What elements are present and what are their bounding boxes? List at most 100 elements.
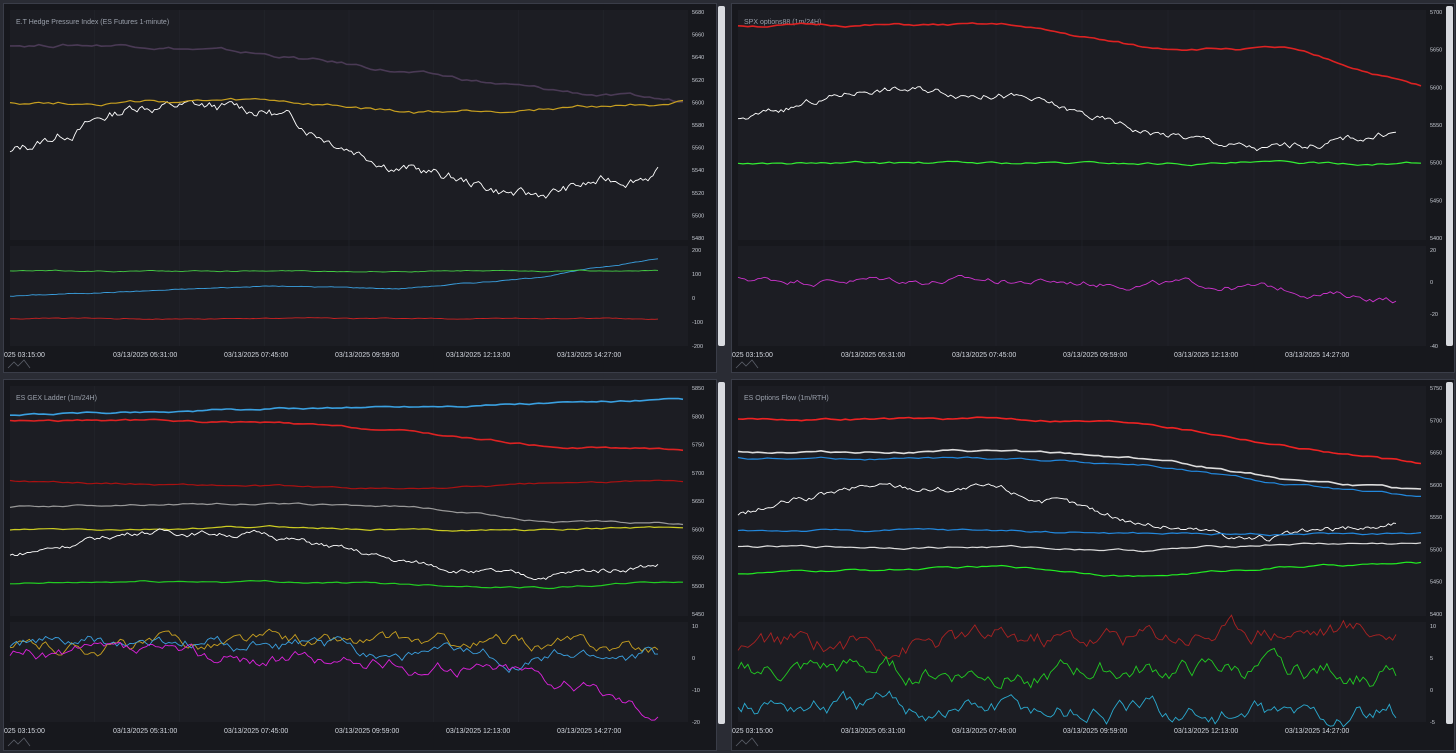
sub-y-tick-label: -10 — [692, 688, 700, 694]
sub-y-tick-label: -20 — [692, 720, 700, 726]
x-tick-label: 03/13/2025 07:45:00 — [952, 728, 1016, 735]
x-tick-label: 025 03:15:00 — [732, 352, 773, 359]
scrollbar-left-top[interactable] — [718, 6, 725, 346]
price-line — [9, 99, 659, 199]
x-tick-label: 03/13/2025 07:45:00 — [224, 728, 288, 735]
sub-series-line — [9, 628, 659, 657]
panel-spx-options88: SPX options88 (1m/24H) 5700 5650 5600 5550 55… — [731, 3, 1455, 373]
y-tick-label: 5500 — [1430, 161, 1442, 167]
x-tick-label: 03/13/2025 14:27:00 — [557, 728, 621, 735]
x-tick-label: 03/13/2025 12:13:00 — [1174, 728, 1238, 735]
y-tick-label: 5680 — [692, 10, 704, 16]
y-tick-label: 5580 — [692, 123, 704, 129]
y-tick-label: 5640 — [692, 55, 704, 61]
series-line — [10, 579, 684, 590]
x-tick-label: 025 03:15:00 — [732, 728, 773, 735]
x-tick-label: 03/13/2025 12:13:00 — [1174, 352, 1238, 359]
panel-title: ES GEX Ladder (1m/24H) — [16, 395, 97, 402]
y-tick-label: 5520 — [692, 191, 704, 197]
scrollbar-left-bottom[interactable] — [718, 382, 725, 724]
sub-series-line — [737, 690, 1397, 728]
sub-y-tick-label: -5 — [1430, 720, 1435, 726]
series-line — [737, 448, 1422, 490]
y-tick-label: 5620 — [692, 78, 704, 84]
sub-series-line — [9, 635, 659, 674]
series-line — [737, 416, 1422, 465]
x-tick-label: 03/13/2025 09:59:00 — [1063, 352, 1127, 359]
series-line — [10, 43, 684, 103]
logo-icon — [7, 359, 31, 369]
x-tick-label: 03/13/2025 14:27:00 — [1285, 352, 1349, 359]
y-tick-label: 5400 — [1430, 612, 1442, 618]
x-tick-label: 03/13/2025 09:59:00 — [1063, 728, 1127, 735]
sub-y-tick-label: 10 — [1430, 624, 1436, 630]
chart-svg: ES GEX Ladder (1m/24H) 5850 5800 5750 5700 56… — [4, 386, 704, 747]
sub-y-tick-label: -40 — [1430, 344, 1438, 350]
y-tick-label: 5800 — [692, 414, 704, 420]
sub-series-line — [737, 647, 1397, 689]
series-line — [737, 160, 1422, 167]
scrollbar-right-top[interactable] — [1446, 6, 1453, 346]
series-line — [737, 561, 1422, 577]
y-tick-label: 5600 — [1430, 483, 1442, 489]
panel-title: SPX options88 (1m/24H) — [744, 19, 821, 26]
panel-es-options-flow: ES Options Flow (1m/RTH) 5750 5700 5650 5600… — [731, 379, 1455, 751]
sub-series-line — [737, 614, 1397, 660]
series-line — [737, 456, 1421, 497]
chart-svg: ES Options Flow (1m/RTH) 5750 5700 5650 5600… — [732, 386, 1442, 747]
x-tick-label: 03/13/2025 14:27:00 — [557, 352, 621, 359]
x-tick-label: 03/13/2025 14:27:00 — [1285, 728, 1349, 735]
y-tick-label: 5560 — [692, 146, 704, 152]
x-tick-label: 025 03:15:00 — [4, 728, 45, 735]
logo-icon — [735, 359, 759, 369]
y-tick-label: 5650 — [1430, 48, 1442, 54]
x-tick-label: 03/13/2025 05:31:00 — [841, 352, 905, 359]
sub-y-tick-label: 5 — [1430, 656, 1433, 662]
panel-title: ES Options Flow (1m/RTH) — [744, 395, 829, 402]
x-tick-label: 03/13/2025 09:59:00 — [335, 728, 399, 735]
y-tick-label: 5750 — [1430, 386, 1442, 392]
y-tick-label: 5500 — [692, 213, 704, 219]
logo-icon — [735, 737, 759, 747]
series-line — [9, 418, 684, 452]
x-tick-label: 03/13/2025 07:45:00 — [952, 352, 1016, 359]
sub-y-tick-label: 100 — [692, 272, 701, 278]
y-tick-label: 5500 — [1430, 547, 1442, 553]
y-tick-label: 5550 — [692, 556, 704, 562]
panel-title: E.T Hedge Pressure Index (ES Futures 1-m… — [16, 19, 169, 26]
y-tick-label: 5750 — [692, 443, 704, 449]
x-tick-label: 03/13/2025 12:13:00 — [446, 728, 510, 735]
y-tick-label: 5450 — [692, 612, 704, 618]
y-tick-label: 5550 — [1430, 123, 1442, 129]
chart-svg: SPX options88 (1m/24H) 5700 5650 5600 5550 55… — [732, 10, 1442, 369]
y-tick-label: 5450 — [1430, 580, 1442, 586]
series-line — [9, 97, 684, 114]
logo-icon — [7, 737, 31, 747]
sub-series-line — [9, 258, 659, 297]
sub-y-tick-label: -200 — [692, 344, 703, 350]
y-tick-label: 5500 — [692, 584, 704, 590]
sub-y-tick-label: 10 — [692, 624, 698, 630]
price-line — [737, 482, 1397, 542]
x-tick-label: 03/13/2025 05:31:00 — [113, 352, 177, 359]
y-tick-label: 5700 — [692, 471, 704, 477]
y-tick-label: 5700 — [1430, 10, 1442, 16]
series-line — [737, 542, 1422, 553]
x-tick-label: 03/13/2025 07:45:00 — [224, 352, 288, 359]
x-tick-label: 025 03:15:00 — [4, 352, 45, 359]
y-tick-label: 5650 — [1430, 451, 1442, 457]
panel-hedge-pressure: E.T Hedge Pressure Index (ES Futures 1-m… — [3, 3, 717, 373]
x-tick-label: 03/13/2025 05:31:00 — [841, 728, 905, 735]
series-line — [9, 525, 684, 532]
sub-series-line — [9, 642, 659, 721]
y-tick-label: 5480 — [692, 236, 704, 242]
sub-y-tick-label: -100 — [692, 320, 703, 326]
y-tick-label: 5400 — [1430, 236, 1442, 242]
x-tick-label: 03/13/2025 09:59:00 — [335, 352, 399, 359]
sub-y-tick-label: -20 — [1430, 312, 1438, 318]
sub-y-tick-label: 0 — [1430, 688, 1433, 694]
y-tick-label: 5850 — [692, 386, 704, 392]
scrollbar-right-bottom[interactable] — [1446, 382, 1453, 724]
y-tick-label: 5540 — [692, 168, 704, 174]
series-line — [9, 502, 684, 526]
